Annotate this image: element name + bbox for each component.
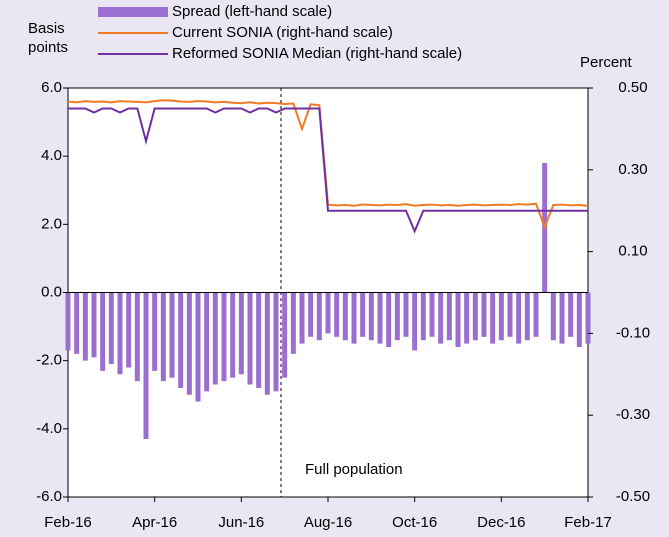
bar [446,292,452,341]
bar [325,292,331,334]
bar [429,292,435,337]
bar [221,292,227,382]
x-tick-label: Aug-16 [304,514,352,531]
bar [134,292,140,382]
bar [498,292,504,341]
bar [230,292,236,378]
bar [568,292,574,337]
y-tick-label: 2.0 [41,215,62,232]
bar [490,292,496,344]
bar [559,292,565,344]
x-tick-label: Feb-16 [44,514,92,531]
bar [256,292,262,388]
bar [143,292,149,440]
bar [394,292,400,341]
bar [282,292,288,378]
y-tick-label: 6.0 [41,79,62,96]
annotation: Full population [305,461,403,478]
bar [299,292,305,344]
bar [360,292,366,337]
y2-tick-label: -0.30 [616,406,650,423]
bar [377,292,383,344]
bar [464,292,470,344]
bar [550,292,556,341]
x-tick-label: Oct-16 [392,514,437,531]
bar [169,292,175,378]
y-tick-label: -2.0 [36,352,62,369]
bar [117,292,123,375]
bar [290,292,296,354]
bar [516,292,522,344]
bar [308,292,314,337]
bar [82,292,88,361]
y2-axis-label: Percent [580,54,632,71]
legend-label: Current SONIA (right-hand scale) [172,24,393,41]
bar [507,292,513,337]
y-tick-label: -6.0 [36,488,62,505]
bar [386,292,392,348]
legend-label: Spread (left-hand scale) [172,3,332,20]
y2-tick-label: 0.50 [618,79,647,96]
bar [472,292,478,341]
y-axis-label: Basis points [28,20,69,56]
bar [186,292,192,395]
bar [74,292,80,354]
bar [160,292,166,382]
y-tick-label: 0.0 [41,283,62,300]
x-tick-label: Jun-16 [218,514,264,531]
bar [334,292,340,337]
bar [481,292,487,337]
bar [585,292,591,344]
bar [524,292,530,341]
bar [455,292,461,348]
bar [212,292,218,385]
x-tick-label: Feb-17 [564,514,612,531]
bar [238,292,244,375]
y2-tick-label: 0.10 [618,243,647,260]
bar [195,292,201,402]
bar [204,292,210,392]
bar [100,292,106,371]
bar [247,292,253,385]
line [68,107,588,234]
bar [412,292,418,351]
legend-swatch [98,7,168,17]
bar [342,292,348,341]
bar [420,292,426,341]
y2-tick-label: -0.50 [616,488,650,505]
y-tick-label: -4.0 [36,420,62,437]
x-tick-label: Dec-16 [477,514,525,531]
bar [152,292,158,371]
bar [264,292,270,395]
bar [351,292,357,344]
bar [273,292,279,392]
bar [126,292,132,368]
y2-tick-label: -0.10 [616,324,650,341]
bar [403,292,409,337]
bar [91,292,97,358]
bar [576,292,582,348]
bar [368,292,374,341]
y2-tick-label: 0.30 [618,161,647,178]
x-tick-label: Apr-16 [132,514,177,531]
legend-label: Reformed SONIA Median (right-hand scale) [172,45,462,62]
bar [438,292,444,344]
bar [65,292,71,351]
y-tick-label: 4.0 [41,147,62,164]
bar [533,292,539,337]
bar [178,292,184,388]
bar [316,292,322,341]
bar [108,292,114,365]
